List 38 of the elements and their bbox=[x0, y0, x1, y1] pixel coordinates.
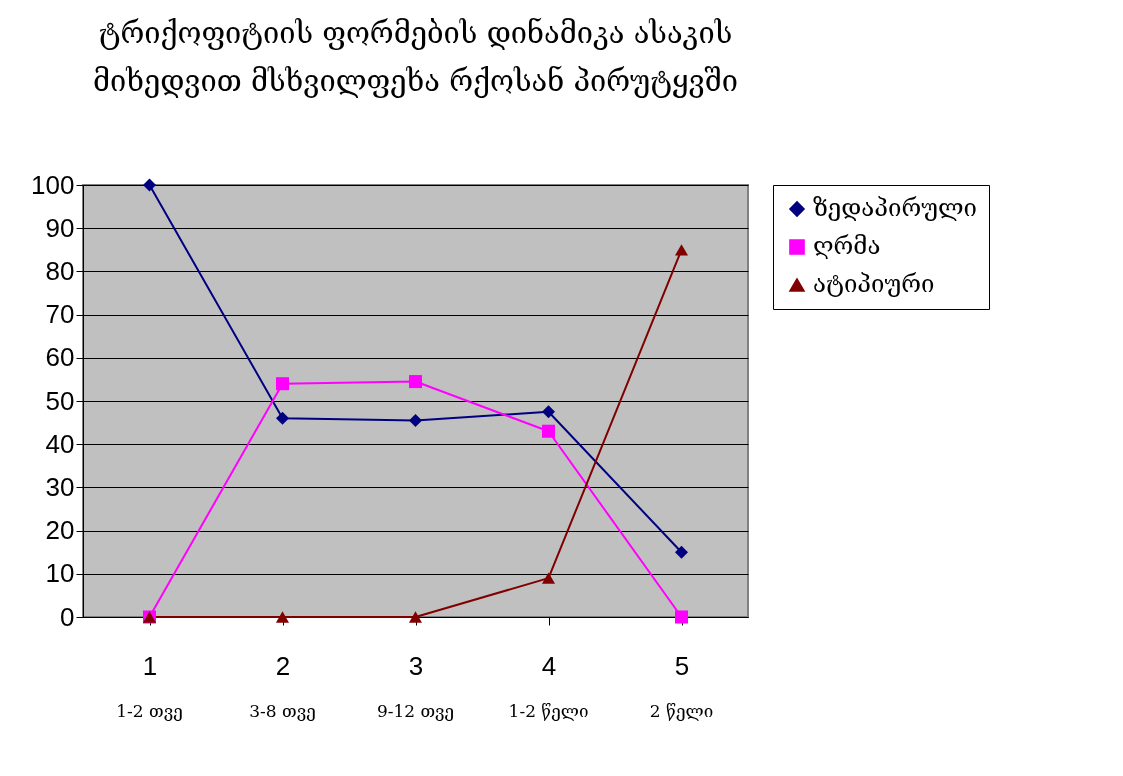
point bbox=[275, 411, 290, 425]
point bbox=[408, 375, 423, 389]
x-tick-label: 1 bbox=[142, 650, 158, 681]
y-tick-label: 60 bbox=[45, 342, 75, 373]
point bbox=[541, 572, 556, 584]
text: 9-12 თვე bbox=[376, 701, 455, 721]
y-tick-label: 80 bbox=[45, 255, 75, 286]
y-tick-label: 10 bbox=[45, 558, 75, 589]
text: 1-2 თვე bbox=[116, 701, 183, 721]
x-tick-label: 4 bbox=[541, 650, 557, 681]
legend-label: ზედაპირული bbox=[813, 194, 977, 222]
y-tick-label: 20 bbox=[45, 515, 75, 546]
point bbox=[541, 424, 556, 438]
point bbox=[408, 413, 423, 427]
point bbox=[674, 545, 689, 559]
y-tick-label: 40 bbox=[45, 428, 75, 459]
text: 3-8 თვე bbox=[249, 701, 316, 721]
legend-label: ღრმა bbox=[813, 232, 881, 260]
y-tick-label: 0 bbox=[60, 601, 75, 632]
text: 2 წელი bbox=[649, 701, 714, 721]
y-tick-label: 100 bbox=[31, 169, 75, 200]
y-tick-label: 90 bbox=[45, 212, 75, 243]
point bbox=[408, 611, 423, 623]
y-tick-label: 70 bbox=[45, 299, 75, 330]
x-tick-label: 5 bbox=[674, 650, 690, 681]
point bbox=[275, 377, 290, 391]
chart-title: ტრიქოფიტიის ფორმების დინამიკა ასაკის მიხედვით მსხვილფეხა რქოსან პირუტყვში bbox=[92, 16, 739, 98]
point bbox=[142, 178, 157, 192]
y-tick-label: 50 bbox=[45, 385, 75, 416]
point bbox=[541, 405, 556, 419]
point bbox=[674, 610, 689, 624]
point bbox=[674, 244, 689, 256]
point bbox=[275, 611, 290, 623]
y-tick-label: 30 bbox=[45, 471, 75, 502]
legend-label: ატიპიური bbox=[813, 270, 935, 298]
x-tick-label: 3 bbox=[408, 650, 424, 681]
text: 1-2 წელი bbox=[508, 701, 589, 721]
x-tick-label: 2 bbox=[275, 650, 291, 681]
